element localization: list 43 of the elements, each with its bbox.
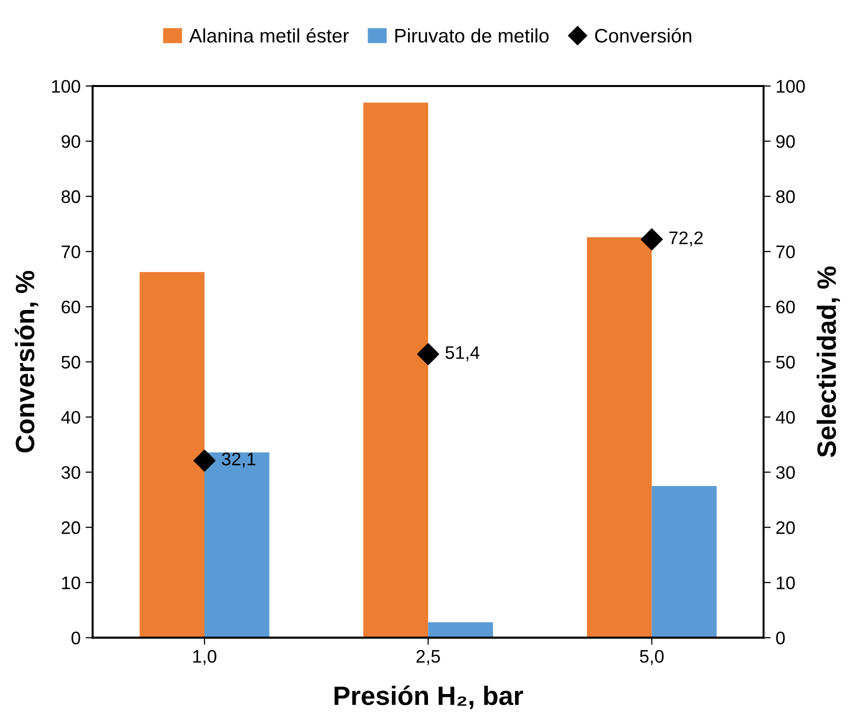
y-tick-label: 100	[52, 80, 80, 93]
y2-tick-label: 60	[776, 300, 795, 314]
point	[193, 450, 216, 472]
x-tick-label: 5,0	[640, 650, 664, 665]
y-tick-label: 20	[62, 521, 80, 534]
y-tick-label: 80	[62, 190, 80, 204]
bar	[652, 486, 717, 638]
y2-tick-label: 70	[776, 245, 795, 258]
y2-tick-label: 20	[776, 521, 795, 534]
point	[640, 228, 663, 250]
y2-tick-label: 0	[776, 632, 785, 644]
legend-label: Conversión	[595, 28, 692, 43]
bar	[140, 272, 204, 638]
y-tick-label: 70	[62, 245, 80, 258]
y-tick-label: 40	[61, 410, 80, 424]
y-tick-label: 10	[62, 576, 80, 590]
y2-tick-label: 10	[776, 576, 795, 590]
y2-tick-label: 30	[776, 466, 795, 479]
bar	[586, 237, 652, 638]
bar	[363, 102, 428, 638]
bar	[204, 452, 270, 638]
y2-tick-label: 100	[776, 80, 805, 93]
x-axis-title: Presión H₂, bar	[334, 686, 524, 709]
y2-axis-title: Selectividad, %	[816, 266, 840, 458]
y2-tick-label: 40	[776, 410, 795, 424]
y2-tick-label: 50	[776, 356, 795, 369]
y-axis-title: Conversión, %	[14, 270, 38, 452]
legend-label: Alanina metil éster	[189, 28, 349, 43]
data-label: 32,1	[222, 452, 256, 468]
y-tick-label: 0	[72, 632, 80, 644]
y-tick-label: 90	[62, 135, 80, 148]
bar	[428, 622, 493, 638]
y2-tick-label: 80	[776, 190, 795, 204]
data-label: 72,2	[669, 231, 703, 246]
y-tick-label: 50	[62, 356, 80, 369]
legend-label: Piruvato de metilo	[395, 28, 549, 43]
y-tick-label: 60	[62, 300, 80, 314]
y2-tick-label: 90	[776, 135, 795, 148]
y-tick-label: 30	[61, 466, 80, 479]
point	[417, 343, 440, 366]
x-tick-label: 2,5	[416, 650, 440, 665]
x-tick-label: 1,0	[193, 650, 216, 665]
data-label: 51,4	[446, 346, 480, 362]
